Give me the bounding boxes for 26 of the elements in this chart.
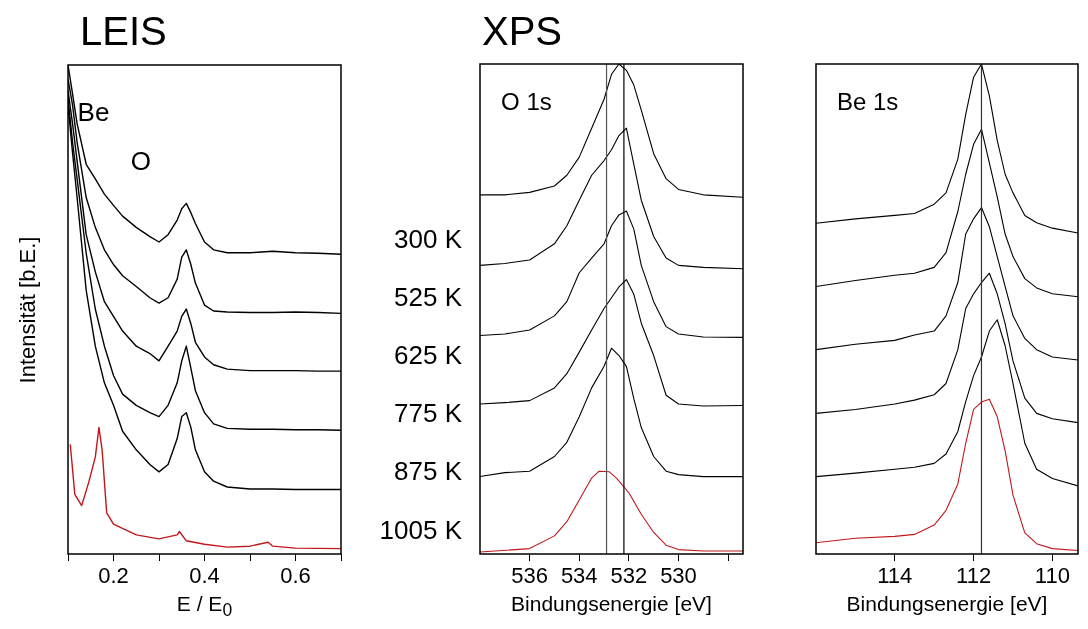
annotation: O xyxy=(130,145,152,176)
x-axis-title: Bindungsenergie [eV] xyxy=(510,592,713,616)
chart-title: XPS xyxy=(482,9,563,53)
x-tick-label: 532 xyxy=(610,563,648,589)
annotation: O 1s xyxy=(501,87,552,115)
x-tick-label: 114 xyxy=(877,563,913,589)
x-tick-label: 534 xyxy=(560,563,598,589)
x-tick-label: 536 xyxy=(511,563,548,589)
text: 1005 K xyxy=(379,514,463,545)
chart-title: LEIS xyxy=(80,9,167,53)
x-tick-label: 110 xyxy=(1034,563,1070,589)
x-tick-label: 0.2 xyxy=(98,563,129,589)
x-tick-label: 0.4 xyxy=(189,563,220,589)
text: 875 K xyxy=(394,456,463,487)
x-tick-label: 530 xyxy=(660,563,697,589)
text: 300 K xyxy=(394,223,463,254)
annotation: Be xyxy=(77,97,110,128)
y-axis-title: Intensität [b.E.] xyxy=(15,236,41,383)
x-tick-label: 0.6 xyxy=(280,563,311,589)
text: 775 K xyxy=(394,398,463,429)
text: 625 K xyxy=(394,340,463,371)
x-axis-title: Bindungsenergie [eV] xyxy=(845,592,1049,616)
x-tick-label: 112 xyxy=(956,563,992,589)
annotation: Be 1s xyxy=(836,87,899,115)
text: 525 K xyxy=(394,281,463,312)
x-axis-title: E / E$_{0}$ xyxy=(175,592,234,622)
